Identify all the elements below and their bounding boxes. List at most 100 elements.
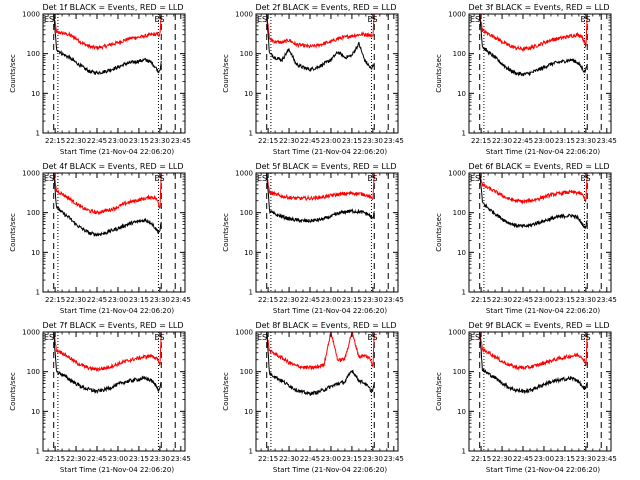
y-axis-label: Counts/sec	[9, 213, 17, 252]
y-tick-label: 1000	[22, 329, 40, 337]
x-tick-label: 23:45	[597, 137, 617, 145]
x-tick-label: 23:45	[384, 296, 404, 304]
x-tick-label: 22:30	[492, 296, 512, 304]
y-tick-label: 1	[36, 289, 40, 297]
es-marker-left: ES	[44, 174, 54, 183]
x-tick-label: 22:45	[87, 455, 107, 463]
y-tick-label: 10	[244, 90, 253, 98]
x-tick-label: 22:45	[300, 137, 320, 145]
events-series-line	[50, 14, 162, 76]
events-series-line	[263, 14, 375, 73]
events-series-line	[263, 332, 375, 397]
x-tick-label: 23:00	[108, 296, 128, 304]
y-axis-label: Counts/sec	[222, 372, 230, 411]
es-marker-left: ES	[257, 15, 267, 24]
es-marker-right: ES	[580, 174, 590, 183]
x-tick-label: 22:30	[279, 137, 299, 145]
y-axis-label: Counts/sec	[9, 54, 17, 93]
x-tick-label: 23:30	[150, 455, 170, 463]
es-marker-left: ES	[257, 333, 267, 342]
es-marker-left: ES	[470, 174, 480, 183]
x-tick-label: 23:15	[555, 296, 575, 304]
chart-panel-3: Det 3f BLACK = Events, RED = LLD Counts/s…	[435, 3, 617, 156]
events-series-line	[50, 173, 162, 237]
x-tick-label: 23:15	[342, 137, 362, 145]
x-tick-label: 23:00	[321, 296, 341, 304]
x-tick-label: 23:45	[597, 296, 617, 304]
y-axis-label: Counts/sec	[435, 54, 443, 93]
x-axis-label: Start Time (21-Nov-04 22:06:20)	[60, 307, 174, 315]
x-tick-label: 23:45	[597, 455, 617, 463]
x-tick-label: 22:15	[45, 455, 65, 463]
chart-panel-8: Det 8f BLACK = Events, RED = LLD Counts/s…	[222, 321, 404, 474]
y-tick-label: 100	[453, 50, 466, 58]
es-marker-right: ES	[367, 174, 377, 183]
chart-panel-7: Det 7f BLACK = Events, RED = LLD Counts/s…	[9, 321, 191, 474]
es-marker-right: ES	[580, 15, 590, 24]
y-tick-label: 10	[31, 249, 40, 257]
es-marker-left: ES	[44, 333, 54, 342]
es-marker-left: ES	[257, 174, 267, 183]
x-tick-label: 22:30	[66, 455, 86, 463]
events-series-line	[476, 173, 588, 229]
x-tick-label: 22:30	[66, 137, 86, 145]
x-tick-label: 22:15	[258, 137, 278, 145]
x-tick-label: 22:30	[492, 455, 512, 463]
lld-series-line	[476, 332, 588, 371]
y-tick-label: 1000	[22, 11, 40, 19]
x-tick-label: 22:45	[513, 455, 533, 463]
lld-series-line	[50, 14, 162, 51]
chart-panel-4: Det 4f BLACK = Events, RED = LLD Counts/s…	[9, 162, 191, 315]
x-axis-label: Start Time (21-Nov-04 22:06:20)	[486, 148, 600, 156]
chart-title: Det 1f BLACK = Events, RED = LLD	[42, 3, 183, 12]
x-axis-label: Start Time (21-Nov-04 22:06:20)	[60, 148, 174, 156]
x-tick-label: 22:15	[45, 296, 65, 304]
x-tick-label: 22:15	[471, 296, 491, 304]
x-tick-label: 23:45	[384, 137, 404, 145]
y-tick-label: 1000	[448, 11, 466, 19]
chart-title: Det 2f BLACK = Events, RED = LLD	[255, 3, 396, 12]
x-tick-label: 22:45	[513, 296, 533, 304]
x-tick-label: 22:30	[279, 296, 299, 304]
x-tick-label: 23:15	[129, 296, 149, 304]
x-tick-label: 23:00	[108, 455, 128, 463]
x-tick-label: 22:30	[279, 455, 299, 463]
x-tick-label: 23:30	[363, 296, 383, 304]
x-tick-label: 23:30	[576, 296, 596, 304]
es-marker-right: ES	[580, 333, 590, 342]
x-tick-label: 23:45	[171, 296, 191, 304]
lld-series-line	[476, 14, 588, 52]
es-marker-left: ES	[470, 15, 480, 24]
x-axis-label: Start Time (21-Nov-04 22:06:20)	[273, 307, 387, 315]
plot-frame	[255, 13, 399, 134]
y-tick-label: 1000	[22, 170, 40, 178]
y-tick-label: 100	[453, 209, 466, 217]
x-tick-label: 23:30	[150, 296, 170, 304]
x-tick-label: 23:15	[129, 455, 149, 463]
x-tick-label: 23:00	[321, 455, 341, 463]
y-tick-label: 10	[457, 90, 466, 98]
chart-title: Det 8f BLACK = Events, RED = LLD	[255, 321, 396, 330]
y-tick-label: 100	[453, 368, 466, 376]
plot-frame	[468, 331, 612, 452]
x-tick-label: 22:15	[471, 137, 491, 145]
plot-frame	[468, 172, 612, 293]
y-tick-label: 10	[244, 249, 253, 257]
chart-title: Det 5f BLACK = Events, RED = LLD	[255, 162, 396, 171]
x-tick-label: 23:15	[342, 455, 362, 463]
y-tick-label: 1000	[235, 11, 253, 19]
x-tick-label: 23:15	[129, 137, 149, 145]
y-axis-label: Counts/sec	[435, 213, 443, 252]
x-tick-label: 23:30	[363, 455, 383, 463]
x-tick-label: 22:45	[513, 137, 533, 145]
x-tick-label: 23:45	[384, 455, 404, 463]
chart-title: Det 6f BLACK = Events, RED = LLD	[468, 162, 609, 171]
x-tick-label: 23:00	[534, 296, 554, 304]
x-axis-label: Start Time (21-Nov-04 22:06:20)	[60, 466, 174, 474]
chart-title: Det 9f BLACK = Events, RED = LLD	[468, 321, 609, 330]
chart-panel-9: Det 9f BLACK = Events, RED = LLD Counts/s…	[435, 321, 617, 474]
y-tick-label: 10	[31, 408, 40, 416]
chart-title: Det 7f BLACK = Events, RED = LLD	[42, 321, 183, 330]
es-marker-right: ES	[154, 15, 164, 24]
